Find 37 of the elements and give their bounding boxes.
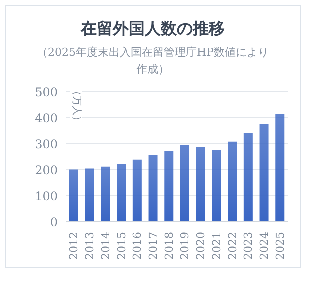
bar (85, 168, 94, 222)
chart-subtitle: （2025年度末出入国在留管理庁HP数値により作成） (36, 45, 270, 78)
bar (196, 147, 206, 222)
x-tick-label: 2020 (194, 232, 208, 260)
x-tick-label: 2021 (210, 232, 224, 260)
chart-title: 在留外国人数の推移 (80, 19, 226, 40)
bar (132, 160, 142, 222)
bar (101, 166, 110, 222)
x-tick-label: 2019 (178, 232, 192, 260)
bar (180, 146, 190, 222)
x-tick-label: 2017 (147, 232, 160, 260)
bar (228, 142, 238, 222)
y-tick-label: 200 (35, 163, 58, 178)
x-tick-label: 2016 (131, 232, 144, 260)
bar (148, 155, 158, 222)
x-tick-label: 2013 (84, 232, 97, 260)
bar (276, 114, 285, 222)
bar (164, 151, 174, 222)
y-tick-label: 400 (35, 111, 58, 126)
y-tick-label: 0 (50, 215, 58, 230)
y-tick-label: 500 (35, 85, 58, 100)
bar (117, 164, 126, 222)
x-tick-label: 2012 (68, 232, 81, 260)
bar (244, 133, 253, 222)
bar (260, 124, 269, 222)
x-tick-label: 2025 (274, 232, 287, 260)
x-tick-label: 2024 (258, 232, 272, 260)
x-tick-label: 2023 (242, 232, 256, 260)
x-tick-label: 2018 (162, 232, 176, 260)
y-axis-title: （万人） (70, 86, 82, 126)
x-tick-label: 2022 (226, 232, 240, 260)
y-tick-label: 300 (35, 137, 58, 152)
y-tick-label: 100 (35, 189, 58, 204)
x-tick-label: 2014 (99, 232, 112, 260)
bar (212, 150, 222, 222)
bar (69, 170, 78, 222)
x-tick-label: 2015 (115, 232, 128, 260)
